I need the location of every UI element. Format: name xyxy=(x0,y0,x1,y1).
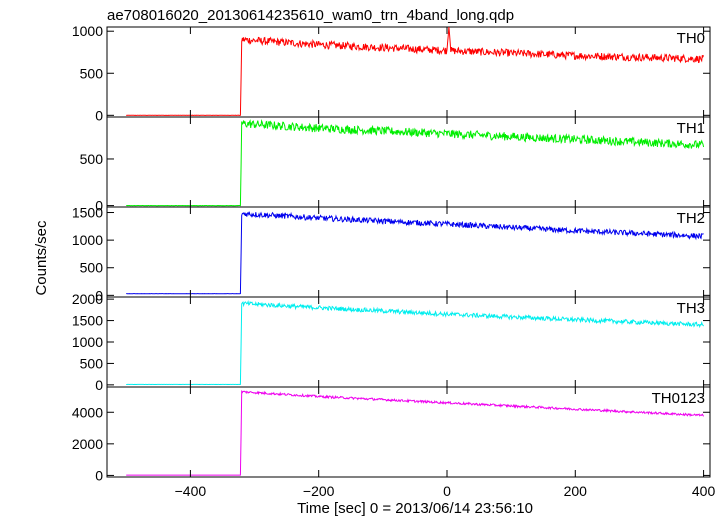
series-line-th3 xyxy=(126,300,705,386)
y-tick-label: 500 xyxy=(80,151,104,167)
series-line-th0 xyxy=(126,26,705,116)
x-tick-label: −200 xyxy=(303,483,335,499)
panel-frame xyxy=(106,26,711,118)
panels-group: 0 500 1000 TH0 0 500 TH1 0 500 1000 1500 TH2 0 500 100… xyxy=(72,23,716,499)
panel-label: TH1 xyxy=(677,120,705,137)
x-tick-label: 200 xyxy=(564,483,588,499)
y-tick-label: 0 xyxy=(95,107,103,123)
x-tick-label: 400 xyxy=(692,483,716,499)
y-tick-label: 500 xyxy=(80,355,104,371)
y-tick-label: 500 xyxy=(80,260,104,276)
chart-title: ae708016020_20130614235610_wam0_trn_4ban… xyxy=(107,7,514,24)
panel-label: TH0 xyxy=(677,30,705,47)
series-line-th0123 xyxy=(126,389,705,476)
panel-frame xyxy=(106,386,711,478)
panel-th1: 0 500 TH1 xyxy=(80,116,711,214)
x-tick-label: 0 xyxy=(443,483,451,499)
y-tick-label: 500 xyxy=(80,65,104,81)
y-tick-label: 1500 xyxy=(72,205,103,221)
panel-th0123: 0 2000 4000 TH0123 xyxy=(72,386,711,483)
y-tick-label: 1000 xyxy=(72,23,103,39)
y-tick-label: 1000 xyxy=(72,334,103,350)
y-tick-label: 1000 xyxy=(72,232,103,248)
panel-th0: 0 500 1000 TH0 xyxy=(72,23,711,123)
series-line-th2 xyxy=(126,211,704,295)
x-axis-label: Time [sec] 0 = 2013/06/14 23:56:10 xyxy=(297,500,533,516)
series-line-th1 xyxy=(126,119,705,207)
y-tick-label: 0 xyxy=(95,287,103,303)
y-tick-label: 2000 xyxy=(72,436,103,452)
y-tick-label: 1500 xyxy=(72,313,103,329)
panel-label: TH2 xyxy=(677,210,705,227)
y-tick-label: 0 xyxy=(95,198,103,214)
y-tick-label: 0 xyxy=(95,377,103,393)
panel-th3: 0 500 1000 1500 2000 TH3 xyxy=(72,291,711,393)
x-tick-label: −400 xyxy=(175,483,207,499)
y-tick-label: 0 xyxy=(95,467,103,483)
panel-th2: 0 500 1000 1500 TH2 xyxy=(72,205,711,303)
y-tick-label: 2000 xyxy=(72,291,103,307)
panel-label: TH3 xyxy=(677,300,705,317)
y-axis-label: Counts/sec xyxy=(33,220,50,296)
panel-label: TH0123 xyxy=(652,390,705,407)
y-tick-label: 4000 xyxy=(72,404,103,420)
panel-frame xyxy=(106,296,711,388)
